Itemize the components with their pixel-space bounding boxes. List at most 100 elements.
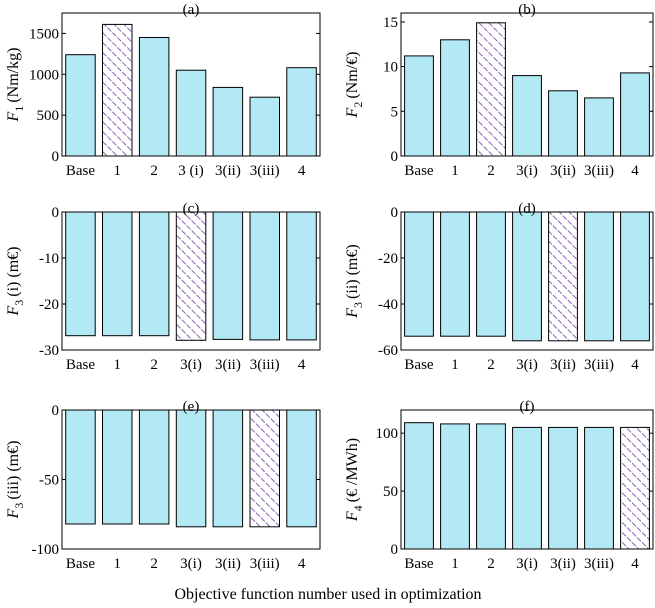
x-tick-label: 1 xyxy=(451,357,459,373)
bar-1 xyxy=(404,55,434,157)
bar-7 xyxy=(620,426,650,550)
bar-2 xyxy=(102,211,133,337)
axes-frame xyxy=(400,12,654,157)
x-tick-label: 2 xyxy=(487,556,495,572)
x-tick-label: 4 xyxy=(631,556,639,572)
panel-label: (f) xyxy=(520,399,535,415)
y-tick-label: -10 xyxy=(39,251,59,267)
bar-1 xyxy=(404,211,434,337)
panel-d: Base 1 2 3(i) 3(ii) 3(iii) 4 0 -20 -40 -60 (d) F3 (ii… xyxy=(344,201,654,373)
bar-4 xyxy=(512,426,542,550)
x-tick-label: 3(iii) xyxy=(584,556,614,572)
bar-1 xyxy=(65,409,96,525)
x-tick-label: Base xyxy=(66,357,96,373)
bar-7 xyxy=(286,211,317,341)
x-tick-label: 4 xyxy=(298,163,306,179)
y-tick-label: -100 xyxy=(32,542,60,558)
y-axis-label-main: F xyxy=(344,107,361,118)
x-tick-label: 4 xyxy=(631,357,639,373)
bar-6 xyxy=(249,211,280,341)
x-tick-label: 3(iii) xyxy=(250,357,280,373)
bar-3 xyxy=(476,211,506,337)
y-tick-label: 10 xyxy=(383,60,398,76)
y-tick-label: -40 xyxy=(378,297,398,313)
x-tick-label: 1 xyxy=(451,556,459,572)
x-tick-label: 3(iii) xyxy=(584,163,614,179)
bar-6 xyxy=(584,211,614,342)
panel-label: (b) xyxy=(518,2,536,18)
bar-5 xyxy=(212,409,244,528)
x-tick-label: Base xyxy=(66,163,96,179)
y-tick-label: -20 xyxy=(378,251,398,267)
figure-xlabel: Objective function number used in optimi… xyxy=(174,586,481,603)
x-tick-label: 3(ii) xyxy=(550,163,576,179)
bar-2 xyxy=(440,423,470,550)
y-tick-label: -50 xyxy=(39,473,59,489)
x-tick-label: 3(i) xyxy=(180,556,202,572)
x-tick-label: 1 xyxy=(114,556,122,572)
x-tick-label: 2 xyxy=(487,163,495,179)
panel-label: (a) xyxy=(183,2,200,18)
y-tick-label: 0 xyxy=(391,149,399,165)
y-axis-label: F3 (ii) (m€) xyxy=(344,244,365,318)
x-tick-label: 4 xyxy=(298,556,306,572)
bar-3 xyxy=(476,423,506,550)
x-tick-label: 3(i) xyxy=(516,556,538,572)
bar-4 xyxy=(512,211,542,342)
y-tick-label: 5 xyxy=(391,104,399,120)
x-tick-label: Base xyxy=(404,556,434,572)
bar-5 xyxy=(212,86,244,157)
panel-e: Base 1 2 3(i) 3(ii) 3(iii) 4 0 -50 -100 (e) F3 (iii)… xyxy=(5,399,321,572)
panel-label: (e) xyxy=(183,399,200,415)
x-tick-label: 3 (i) xyxy=(178,163,203,179)
x-tick-label: Base xyxy=(404,163,434,179)
y-tick-label: 0 xyxy=(391,205,399,221)
y-axis-label-sub: 3 xyxy=(12,503,26,509)
x-tick-label: 2 xyxy=(150,556,158,572)
x-tick-label: 2 xyxy=(150,163,158,179)
bar-5 xyxy=(548,211,578,342)
panel-c: Base 1 2 3(i) 3(ii) 3(iii) 4 0 -10 -20 -30 (c) F3 (i)… xyxy=(5,201,321,373)
bar-3 xyxy=(138,211,170,337)
y-axis-label-main: F xyxy=(344,511,361,522)
bar-1 xyxy=(65,211,96,337)
bar-3 xyxy=(138,409,170,525)
y-tick-label: 1500 xyxy=(29,26,59,42)
y-axis-label: F4 (€ /MWh) xyxy=(344,438,365,522)
y-axis-label-main: F xyxy=(344,308,361,319)
axes-frame xyxy=(400,409,654,550)
y-tick-label: 50 xyxy=(383,484,398,500)
bar-1 xyxy=(404,422,434,550)
bar-2 xyxy=(102,23,133,157)
y-axis-label: F3 (i) (m€) xyxy=(5,247,26,317)
bar-6 xyxy=(249,96,280,157)
y-axis-label-suffix: (Nm/kg) xyxy=(5,48,22,103)
bar-6 xyxy=(584,97,614,157)
x-tick-label: 1 xyxy=(451,163,459,179)
panel-a: Base 1 2 3 (i) 3(ii) 3(iii) 4050010001500(a)F1… xyxy=(5,2,321,179)
y-tick-label: -20 xyxy=(39,297,59,313)
x-tick-label: 3(ii) xyxy=(550,556,576,572)
x-tick-label: 4 xyxy=(298,357,306,373)
bar-2 xyxy=(440,39,470,157)
bar-3 xyxy=(138,37,170,157)
panel-label: (d) xyxy=(518,201,536,217)
bar-5 xyxy=(548,90,578,157)
bar-6 xyxy=(249,409,280,528)
x-tick-label: 2 xyxy=(150,357,158,373)
y-axis-label-suffix: (i) (m€) xyxy=(5,247,22,297)
bar-5 xyxy=(548,426,578,550)
bar-7 xyxy=(620,72,650,157)
bar-6 xyxy=(584,426,614,550)
y-axis-label: F2 (Nm/€) xyxy=(344,52,365,119)
bar-7 xyxy=(620,211,650,342)
y-axis-label-sub: 3 xyxy=(351,302,365,308)
panel-label: (c) xyxy=(183,201,200,217)
bar-3 xyxy=(476,22,506,157)
x-tick-label: 1 xyxy=(114,357,122,373)
y-tick-label: 0 xyxy=(52,403,60,419)
bar-7 xyxy=(286,67,317,157)
y-tick-label: 100 xyxy=(376,426,399,442)
